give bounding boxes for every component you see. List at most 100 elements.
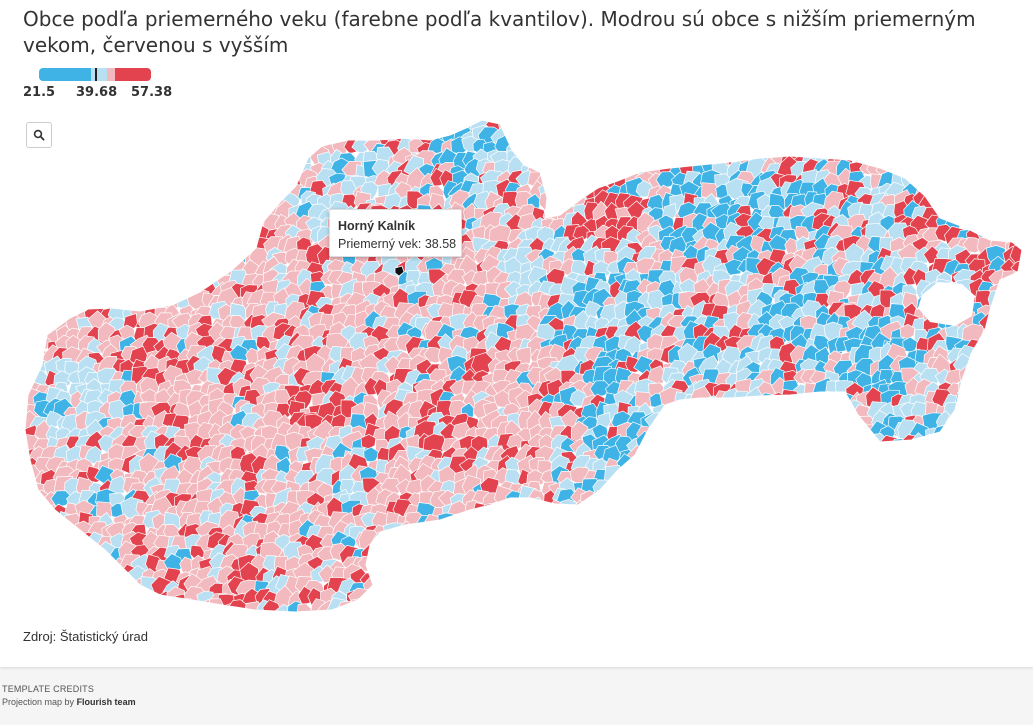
municipality-cell[interactable] [639, 128, 661, 151]
municipality-cell[interactable] [721, 120, 741, 137]
municipality-cell[interactable] [25, 570, 45, 592]
municipality-cell[interactable] [923, 511, 946, 532]
municipality-cell[interactable] [1009, 604, 1028, 621]
municipality-cell[interactable] [449, 556, 466, 576]
municipality-cell[interactable] [975, 213, 996, 235]
municipality-cell[interactable] [274, 148, 297, 170]
municipality-cell[interactable] [899, 324, 916, 340]
municipality-cell[interactable] [570, 533, 591, 552]
municipality-cell[interactable] [857, 116, 875, 132]
municipality-cell[interactable] [485, 598, 505, 617]
municipality-cell[interactable] [14, 597, 32, 618]
municipality-cell[interactable] [605, 135, 626, 157]
municipality-cell[interactable] [139, 105, 161, 124]
municipality-cell[interactable] [98, 175, 121, 192]
municipality-cell[interactable] [905, 520, 924, 540]
municipality-cell[interactable] [567, 564, 590, 585]
municipality-cell[interactable] [1015, 354, 1033, 376]
municipality-cell[interactable] [152, 191, 171, 210]
municipality-cell[interactable] [14, 147, 31, 169]
municipality-cell[interactable] [582, 173, 601, 190]
municipality-cell[interactable] [955, 591, 973, 608]
municipality-cell[interactable] [836, 138, 855, 157]
municipality-cell[interactable] [727, 135, 749, 157]
municipality-cell[interactable] [845, 107, 866, 128]
municipality-cell[interactable] [463, 590, 483, 611]
municipality-cell[interactable] [931, 557, 958, 577]
municipality-cell[interactable] [567, 150, 592, 175]
municipality-cell[interactable] [902, 151, 923, 169]
municipality-cell[interactable] [1014, 225, 1033, 248]
municipality-cell[interactable] [22, 561, 40, 577]
municipality-cell[interactable] [737, 447, 754, 469]
municipality-cell[interactable] [150, 129, 174, 148]
municipality-cell[interactable] [849, 488, 867, 509]
municipality-cell[interactable] [150, 236, 169, 256]
municipality-cell[interactable] [595, 571, 613, 588]
municipality-cell[interactable] [548, 556, 569, 576]
municipality-cell[interactable] [35, 287, 56, 310]
municipality-cell[interactable] [985, 158, 1008, 178]
municipality-cell[interactable] [81, 255, 109, 279]
municipality-cell[interactable] [557, 529, 578, 555]
municipality-cell[interactable] [48, 116, 70, 136]
municipality-cell[interactable] [810, 592, 833, 612]
municipality-cell[interactable] [1010, 379, 1029, 396]
municipality-cell[interactable] [13, 499, 32, 520]
municipality-cell[interactable] [605, 535, 625, 552]
municipality-cell[interactable] [667, 421, 691, 441]
municipality-cell[interactable] [184, 104, 203, 122]
municipality-cell[interactable] [979, 445, 1000, 466]
municipality-cell[interactable] [221, 116, 240, 137]
municipality-cell[interactable] [975, 479, 996, 501]
municipality-cell[interactable] [1002, 480, 1022, 501]
municipality-cell[interactable] [281, 117, 305, 139]
municipality-cell[interactable] [921, 433, 942, 455]
municipality-cell[interactable] [756, 121, 777, 147]
municipality-cell[interactable] [112, 226, 129, 244]
municipality-cell[interactable] [440, 537, 459, 556]
municipality-cell[interactable] [750, 520, 772, 541]
municipality-cell[interactable] [111, 177, 133, 200]
municipality-cell[interactable] [518, 120, 535, 137]
municipality-cell[interactable] [1011, 173, 1029, 194]
municipality-cell[interactable] [716, 412, 734, 433]
municipality-cell[interactable] [65, 567, 85, 588]
municipality-cell[interactable] [819, 551, 843, 576]
municipality-cell[interactable] [233, 114, 252, 138]
municipality-cell[interactable] [474, 602, 495, 618]
municipality-cell[interactable] [604, 588, 625, 607]
municipality-cell[interactable] [955, 526, 975, 544]
municipality-cell[interactable] [856, 497, 877, 520]
municipality-cell[interactable] [126, 204, 149, 225]
municipality-cell[interactable] [494, 578, 517, 600]
municipality-cell[interactable] [822, 457, 841, 474]
municipality-cell[interactable] [73, 585, 94, 606]
municipality-cell[interactable] [958, 132, 977, 148]
municipality-cell[interactable] [194, 158, 219, 180]
municipality-cell[interactable] [743, 579, 766, 596]
municipality-cell[interactable] [140, 201, 164, 225]
municipality-cell[interactable] [908, 498, 933, 519]
municipality-cell[interactable] [1001, 335, 1021, 356]
municipality-cell[interactable] [856, 509, 875, 533]
municipality-cell[interactable] [160, 256, 183, 277]
municipality-cell[interactable] [75, 159, 95, 180]
municipality-cell[interactable] [627, 487, 646, 508]
municipality-cell[interactable] [681, 496, 701, 519]
municipality-cell[interactable] [573, 550, 590, 566]
municipality-cell[interactable] [515, 577, 534, 595]
municipality-cell[interactable] [131, 236, 155, 257]
municipality-cell[interactable] [19, 280, 39, 300]
municipality-cell[interactable] [723, 424, 745, 444]
municipality-cell[interactable] [23, 181, 43, 204]
municipality-cell[interactable] [188, 268, 209, 289]
municipality-cell[interactable] [24, 223, 42, 242]
municipality-cell[interactable] [745, 421, 767, 440]
municipality-cell[interactable] [18, 598, 40, 621]
municipality-cell[interactable] [722, 462, 743, 484]
municipality-cell[interactable] [42, 146, 63, 165]
municipality-cell[interactable] [960, 532, 981, 554]
municipality-cell[interactable] [118, 172, 135, 188]
municipality-cell[interactable] [550, 153, 568, 170]
